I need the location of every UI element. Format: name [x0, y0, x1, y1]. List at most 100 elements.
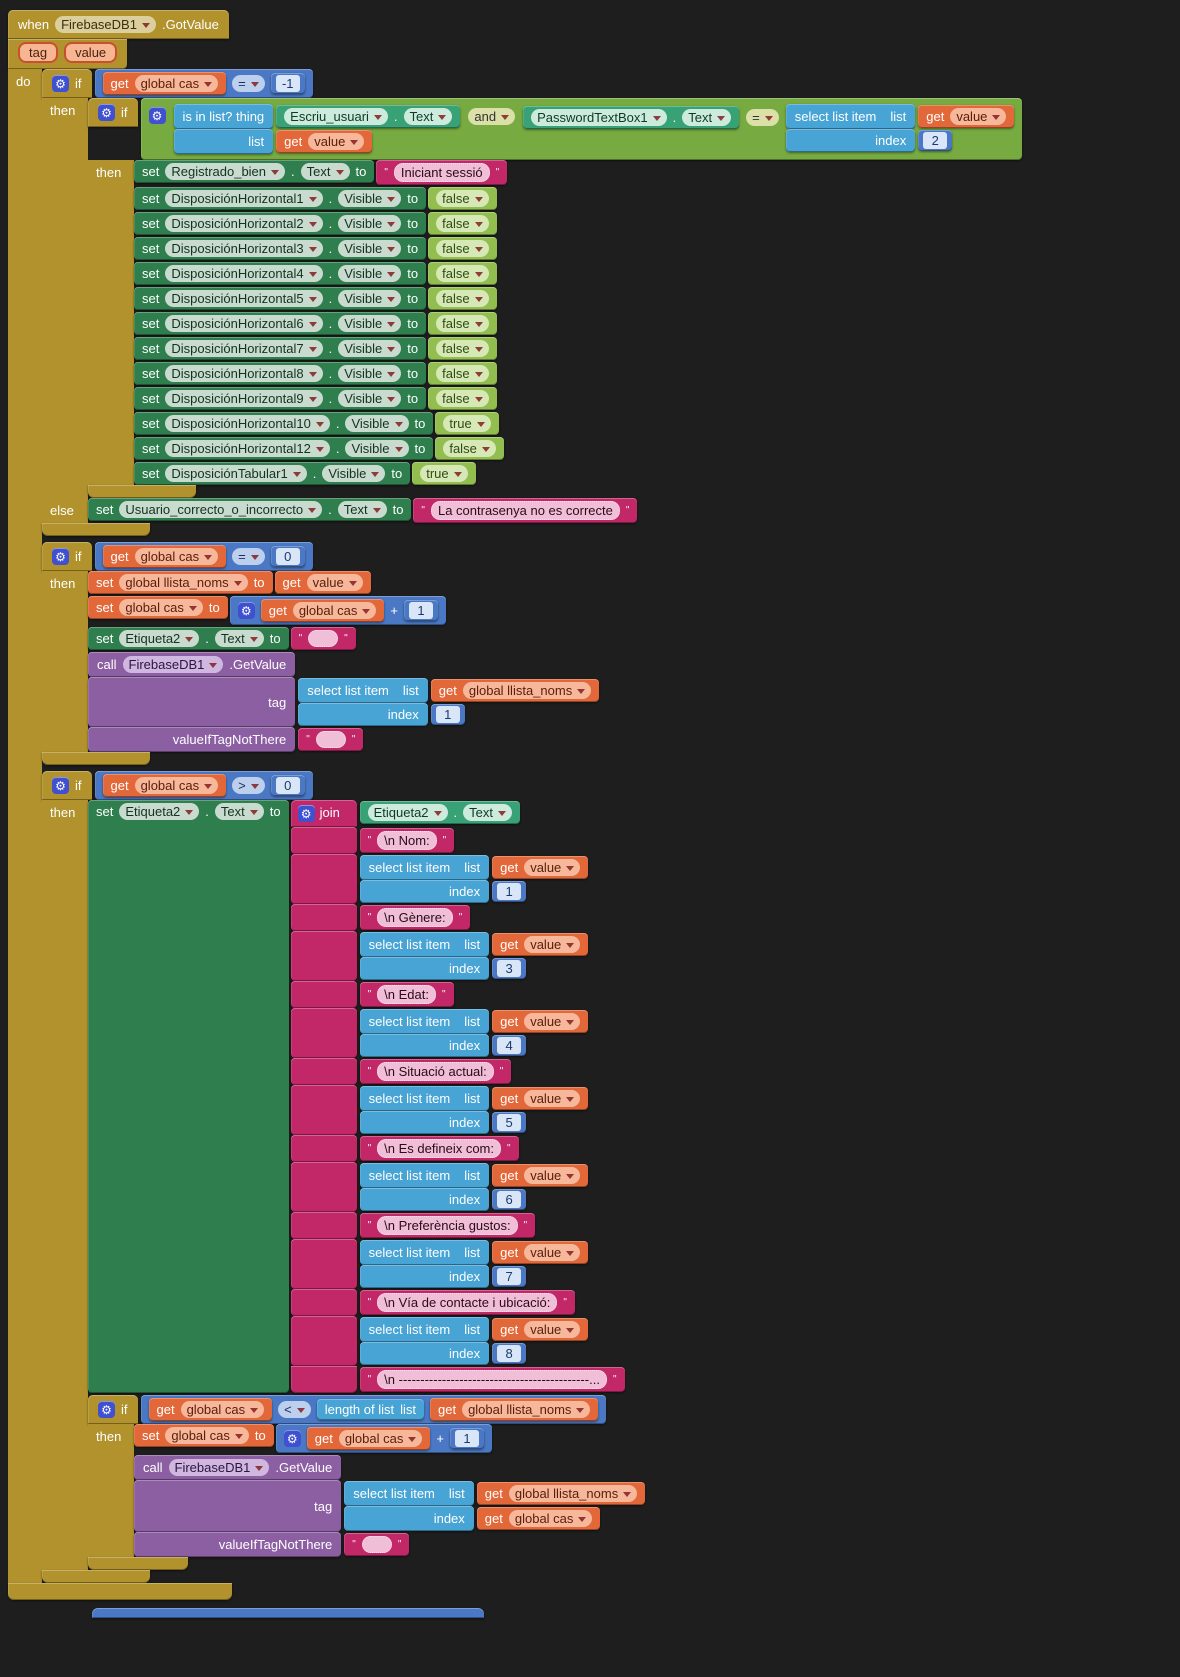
property-dropdown[interactable]: Text	[214, 803, 264, 820]
boolean-dropdown[interactable]: true	[420, 465, 468, 482]
component-getter-block[interactable]: PasswordTextBox1 . Text	[523, 106, 740, 129]
set-property-block[interactable]: set Usuario_correcto_o_incorrecto . Text…	[88, 498, 412, 521]
component-dropdown[interactable]: Usuario_correcto_o_incorrecto	[119, 501, 323, 518]
get-variable-block[interactable]: get value	[276, 130, 373, 153]
component-dropdown[interactable]: Escriu_usuari	[284, 108, 388, 125]
variable-dropdown[interactable]: global cas	[119, 599, 203, 616]
number-field[interactable]: 4	[497, 1037, 522, 1054]
property-dropdown[interactable]: Text	[337, 501, 387, 518]
component-dropdown[interactable]: PasswordTextBox1	[531, 109, 667, 126]
boolean-block[interactable]: true	[412, 462, 476, 485]
select-list-item-block[interactable]: select list item list get value	[359, 1317, 589, 1365]
boolean-block[interactable]: false	[428, 262, 497, 285]
when-event-block[interactable]: when FirebaseDB1 .GotValue tag value do …	[8, 10, 1180, 1600]
string-field[interactable]: \n Edat:	[377, 985, 436, 1004]
set-variable-block[interactable]: set global cas to	[134, 1424, 274, 1447]
text-string-block[interactable]: " \n Edat: "	[359, 982, 454, 1007]
component-dropdown[interactable]: DisposiciónHorizontal4	[165, 265, 323, 282]
param-chip-value[interactable]: value	[64, 42, 118, 63]
text-string-block[interactable]: " La contrasenya no es correcte "	[413, 498, 638, 523]
number-block[interactable]: 1	[449, 1428, 484, 1449]
equals-dropdown[interactable]: =	[746, 109, 779, 126]
number-block[interactable]: 8	[492, 1343, 527, 1364]
get-variable-block[interactable]: get value	[492, 1087, 589, 1110]
boolean-block[interactable]: false	[428, 362, 497, 385]
text-string-block[interactable]: " \n Vía de contacte i ubicació: "	[359, 1290, 575, 1315]
select-list-item-block[interactable]: select list item list get value	[359, 1086, 589, 1134]
set-property-block[interactable]: set DisposiciónHorizontal7 . Visible to	[134, 337, 427, 360]
set-property-block[interactable]: set DisposiciónHorizontal3 . Visible to	[134, 237, 427, 260]
property-dropdown[interactable]: Text	[463, 804, 512, 821]
math-add-block[interactable]: ⚙ get global cas + 1	[275, 1424, 492, 1453]
select-list-item-block[interactable]: select list item list get glo	[344, 1481, 646, 1531]
property-dropdown[interactable]: Visible	[338, 190, 402, 207]
mutator-gear-icon[interactable]: ⚙	[148, 107, 166, 124]
property-dropdown[interactable]: Text	[300, 163, 350, 180]
set-variable-block[interactable]: set global llista_noms to	[88, 571, 273, 594]
get-variable-block[interactable]: get value	[274, 571, 371, 594]
text-string-block[interactable]: " "	[298, 728, 364, 751]
string-field[interactable]: \n Nom:	[377, 831, 437, 850]
component-dropdown[interactable]: DisposiciónHorizontal10	[165, 415, 330, 432]
mutator-gear-icon[interactable]: ⚙	[237, 602, 255, 619]
get-variable-block[interactable]: get value	[492, 856, 589, 879]
number-field[interactable]: 1	[497, 883, 522, 900]
variable-dropdown[interactable]: value	[950, 108, 1007, 125]
text-string-block[interactable]: " "	[344, 1533, 410, 1556]
variable-dropdown[interactable]: global cas	[338, 1430, 423, 1447]
number-field[interactable]: 3	[497, 960, 522, 977]
property-dropdown[interactable]: Visible	[338, 390, 402, 407]
get-variable-block[interactable]: get global cas	[102, 72, 227, 95]
set-property-block[interactable]: set Registrado_bien . Text to	[134, 160, 375, 183]
variable-dropdown[interactable]: global llista_noms	[462, 1401, 591, 1418]
property-dropdown[interactable]: Text	[403, 108, 453, 125]
variable-dropdown[interactable]: value	[524, 1321, 581, 1338]
number-field[interactable]: 1	[408, 602, 433, 619]
select-list-item-block[interactable]: select list item list get value	[785, 104, 1015, 152]
boolean-block[interactable]: false	[428, 337, 497, 360]
get-variable-block[interactable]: get global cas	[102, 545, 227, 568]
set-property-block[interactable]: set DisposiciónHorizontal12 . Visible to	[134, 437, 434, 460]
set-property-block[interactable]: set DisposiciónHorizontal4 . Visible to	[134, 262, 427, 285]
set-property-block[interactable]: set DisposiciónHorizontal5 . Visible to	[134, 287, 427, 310]
math-add-block[interactable]: ⚙ get global cas + 1	[229, 596, 446, 625]
get-variable-block[interactable]: get global cas	[476, 1507, 601, 1530]
string-field[interactable]: \n Preferència gustos:	[377, 1216, 518, 1235]
component-dropdown[interactable]: DisposiciónHorizontal2	[165, 215, 323, 232]
property-dropdown[interactable]: Text	[682, 109, 732, 126]
get-variable-block[interactable]: get value	[918, 105, 1015, 128]
if2-header[interactable]: ⚙ if	[88, 98, 138, 127]
number-field[interactable]: 1	[454, 1430, 479, 1447]
operator-dropdown[interactable]: >	[232, 777, 265, 794]
variable-dropdown[interactable]: global cas	[180, 1401, 265, 1418]
component-dropdown[interactable]: DisposiciónHorizontal6	[165, 315, 323, 332]
number-block[interactable]: 5	[492, 1112, 527, 1133]
number-block[interactable]: 3	[492, 958, 527, 979]
number-field[interactable]: 0	[275, 548, 300, 565]
set-property-block[interactable]: set DisposiciónHorizontal6 . Visible to	[134, 312, 427, 335]
property-dropdown[interactable]: Visible	[338, 365, 402, 382]
text-string-block[interactable]: " \n Gènere: "	[359, 905, 471, 930]
mutator-gear-icon[interactable]: ⚙	[98, 1401, 115, 1418]
set-variable-block[interactable]: set global cas to	[88, 596, 228, 619]
get-variable-block[interactable]: get value	[492, 1164, 589, 1187]
text-string-block[interactable]: " \n -----------------------------------…	[359, 1367, 625, 1392]
boolean-block[interactable]: false	[428, 387, 497, 410]
number-field[interactable]: 6	[497, 1191, 522, 1208]
boolean-dropdown[interactable]: false	[436, 290, 489, 307]
number-field[interactable]: 2	[923, 132, 948, 149]
get-variable-block[interactable]: get value	[492, 1241, 589, 1264]
string-field[interactable]	[315, 731, 346, 748]
set-property-block[interactable]: set DisposiciónHorizontal1 . Visible to	[134, 187, 427, 210]
call-getvalue-block[interactable]: call FirebaseDB1 .GetValue tag	[134, 1455, 646, 1557]
string-field[interactable]: \n Situació actual:	[377, 1062, 494, 1081]
component-dropdown[interactable]: Etiqueta2	[367, 804, 448, 821]
boolean-dropdown[interactable]: false	[436, 190, 489, 207]
boolean-block[interactable]: false	[428, 212, 497, 235]
string-field[interactable]: \n Vía de contacte i ubicació:	[377, 1293, 558, 1312]
variable-dropdown[interactable]: global cas	[134, 75, 219, 92]
variable-dropdown[interactable]: value	[308, 133, 365, 150]
number-block[interactable]: 6	[492, 1189, 527, 1210]
if-block-1[interactable]: ⚙ if get global cas = -1	[42, 69, 1023, 536]
number-block[interactable]: 4	[492, 1035, 527, 1056]
